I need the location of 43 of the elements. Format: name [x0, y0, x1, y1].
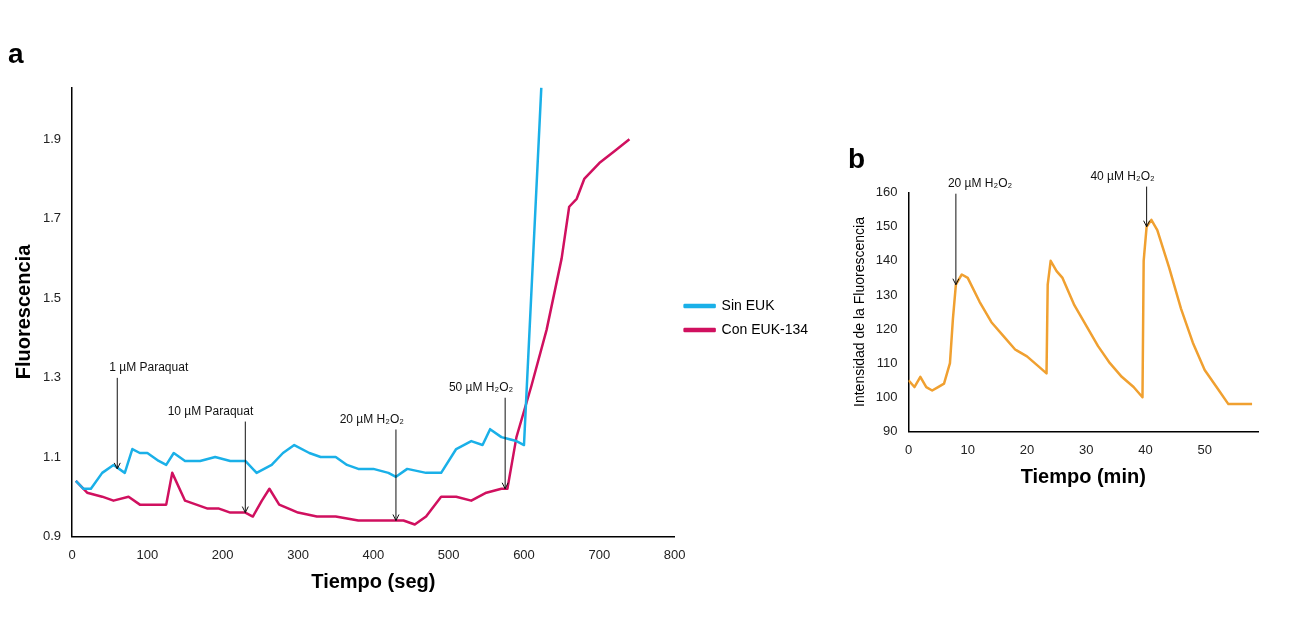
legend-label: Sin EUK	[721, 296, 776, 313]
annotation: 20 µM H₂O₂	[339, 411, 405, 426]
x-tick-label: 500	[437, 546, 460, 562]
x-tick-label: 100	[136, 546, 159, 562]
y-tick-label: 100	[875, 388, 898, 404]
x-tick-label: 30	[1078, 441, 1094, 457]
x-tick-label: 600	[513, 546, 535, 562]
y-axis-title: Intensidad de la Fluorescencia	[851, 216, 868, 407]
x-tick-label: 40	[1138, 441, 1153, 457]
annotation: 50 µM H₂O₂	[448, 380, 514, 395]
y-tick-label: 1.5	[42, 289, 62, 305]
x-tick-label: 800	[663, 546, 686, 562]
x-tick-label: 20	[1019, 441, 1035, 457]
x-tick-label: 300	[287, 546, 309, 562]
annotation: 10 µM Paraquat	[167, 403, 254, 418]
x-tick-label: 0	[68, 546, 76, 562]
x-axis-title: Tiempo (seg)	[311, 569, 436, 592]
chart-title: b	[848, 142, 866, 174]
x-tick-label: 400	[362, 546, 385, 562]
x-axis-title: Tiempo (min)	[1020, 464, 1146, 487]
annotation: 20 µM H₂O₂	[947, 176, 1013, 191]
x-tick-label: 50	[1197, 441, 1212, 457]
y-tick-label: 90	[883, 422, 898, 438]
legend-label: Con EUK-134	[721, 320, 809, 337]
x-tick-label: 200	[211, 546, 234, 562]
x-tick-label: 700	[588, 546, 611, 562]
y-tick-label: 130	[875, 286, 898, 302]
y-tick-label: 110	[876, 354, 898, 370]
x-tick-label: 0	[904, 441, 913, 457]
y-tick-label: 160	[875, 184, 898, 200]
y-tick-label: 1.3	[42, 369, 62, 385]
annotation: 1 µM Paraquat	[109, 360, 189, 375]
chart-title: a	[8, 37, 24, 69]
x-tick-label: 10	[960, 441, 975, 457]
y-tick-label: 1.1	[42, 448, 62, 464]
y-tick-label: 120	[875, 320, 898, 336]
y-tick-label: 1.7	[42, 210, 62, 226]
y-tick-label: 140	[875, 252, 898, 268]
y-tick-label: 0.9	[42, 527, 62, 543]
y-tick-label: 1.9	[42, 130, 62, 146]
annotation: 40 µM H₂O₂	[1090, 168, 1155, 183]
y-tick-label: 150	[875, 218, 898, 234]
y-axis-title: Fluorescencia	[11, 243, 34, 380]
